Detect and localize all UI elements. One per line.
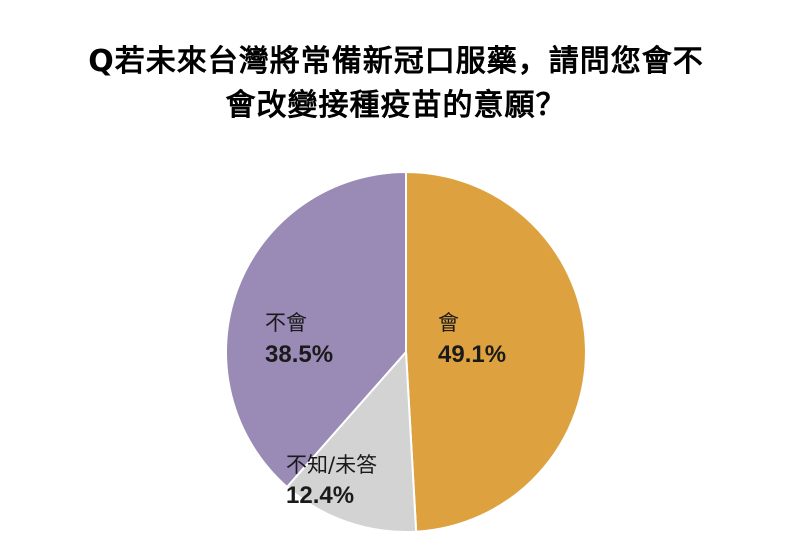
pie-slice-1 [285,349,418,533]
slice-label-value: 12.4% [286,482,354,509]
pie-slices [225,170,587,533]
pie-labels: 會 49.1% 不知/未答 12.4% 不會 38.5% [265,311,506,509]
slice-label-value: 38.5% [265,341,333,368]
pie-slice-0 [405,170,587,533]
chart-title-line-1: Q若未來台灣將常備新冠口服藥，請問您會不 [88,44,704,79]
slice-label-name: 不知/未答 [286,453,377,477]
slice-label-value: 49.1% [438,341,506,368]
slice-label-name: 不會 [265,311,307,335]
slice-label-name: 會 [438,311,459,335]
chart-title: Q若未來台灣將常備新冠口服藥，請問您會不 會改變接種疫苗的意願？ [0,40,792,128]
chart-title-line-2: 會改變接種疫苗的意願？ [225,88,567,123]
pie-slice-2 [225,170,407,489]
